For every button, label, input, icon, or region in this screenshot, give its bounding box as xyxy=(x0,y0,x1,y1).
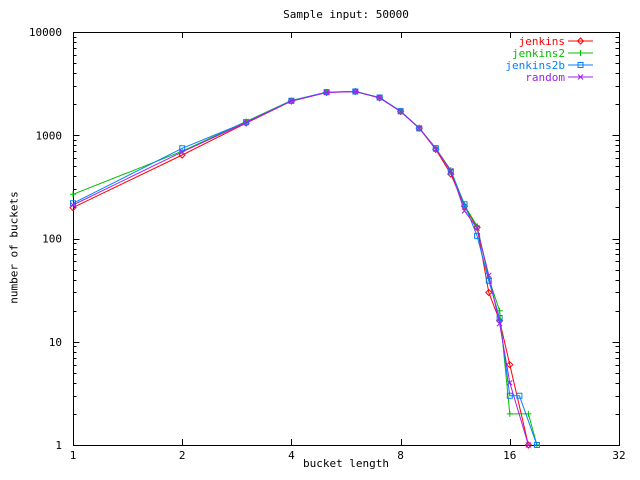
series-line-jenkins2b xyxy=(72,90,538,446)
series-line-random xyxy=(72,91,529,446)
y-tick-label: 10000 xyxy=(29,26,62,39)
plot-border xyxy=(73,32,620,446)
x-tick-label: 32 xyxy=(612,449,625,462)
legend-label-jenkins: jenkins xyxy=(519,35,565,48)
x-tick-label: 8 xyxy=(397,449,404,462)
x-tick-label: 2 xyxy=(179,449,186,462)
legend-sample-marker-random xyxy=(577,74,584,80)
series-markers-jenkins2 xyxy=(70,88,540,448)
legend-label-jenkins2: jenkins2 xyxy=(512,47,565,60)
x-tick-label: 1 xyxy=(70,449,77,462)
x-tick-label: 4 xyxy=(288,449,295,462)
legend-sample-marker-jenkins2 xyxy=(577,50,584,56)
legend-sample-marker-jenkins xyxy=(576,37,585,45)
x-axis-title: bucket length xyxy=(302,457,390,470)
y-tick-label: 1 xyxy=(55,439,62,452)
series-line-jenkins xyxy=(72,90,529,446)
chart-title: Sample input: 50000 xyxy=(283,8,409,21)
y-tick-label: 1000 xyxy=(36,129,63,142)
y-tick-label: 100 xyxy=(42,233,62,246)
series-markers-jenkins xyxy=(69,87,533,449)
legend-label-jenkins2b: jenkins2b xyxy=(505,59,565,72)
y-tick-label: 10 xyxy=(49,336,62,349)
x-tick-label: 16 xyxy=(503,449,516,462)
series-line-jenkins2 xyxy=(72,90,538,446)
series-markers-jenkins2b xyxy=(70,88,540,448)
series-markers-random xyxy=(70,88,532,448)
legend-label-random: random xyxy=(525,71,565,84)
legend-sample-marker-jenkins2b xyxy=(577,62,584,68)
